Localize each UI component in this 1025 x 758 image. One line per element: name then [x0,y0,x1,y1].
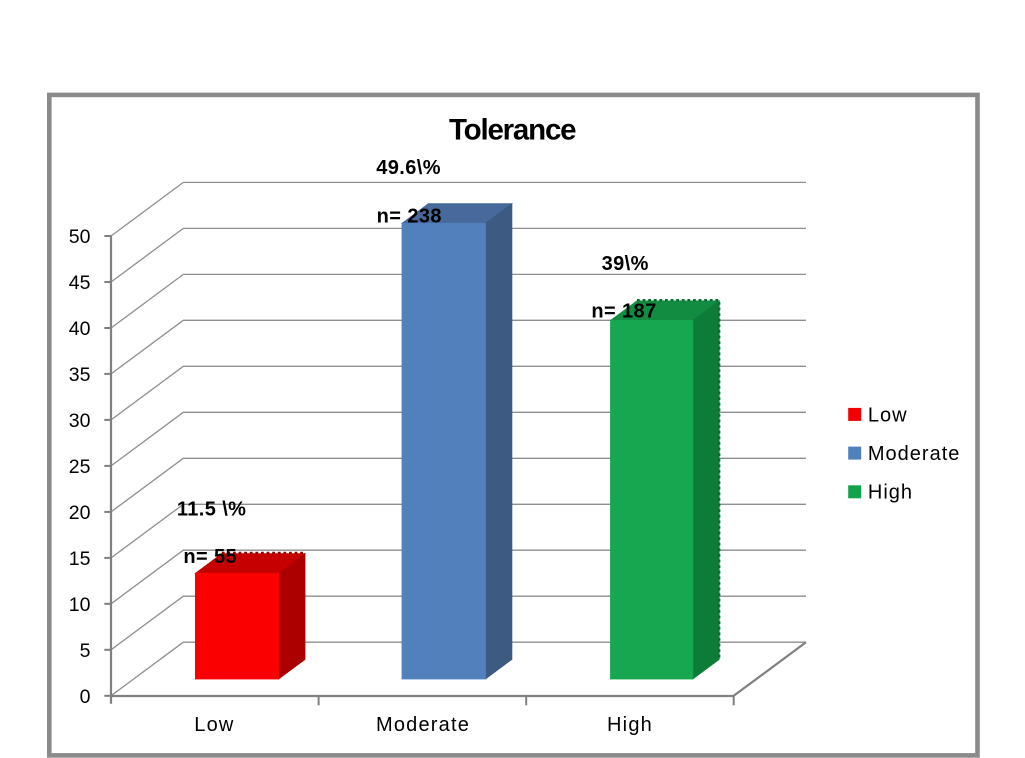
svg-text:10: 10 [69,594,91,616]
svg-text:Low: Low [868,404,908,426]
svg-text:45: 45 [69,272,91,294]
svg-text:0: 0 [80,686,91,708]
svg-text:30: 30 [69,410,91,432]
svg-text:Low: Low [194,714,234,736]
svg-text:50: 50 [69,226,91,248]
svg-text:High: High [607,714,653,736]
svg-text:11.5 \%: 11.5 \% [177,499,247,521]
svg-text:Moderate: Moderate [376,714,470,736]
svg-text:40: 40 [69,318,91,340]
svg-text:n= 187: n= 187 [591,300,656,322]
svg-text:5: 5 [80,640,91,662]
svg-text:20: 20 [69,502,91,524]
svg-text:25: 25 [69,456,91,478]
svg-text:n= 55: n= 55 [183,546,237,568]
svg-text:39\%: 39\% [602,253,649,275]
svg-text:15: 15 [69,548,91,570]
svg-text:High: High [868,482,913,504]
svg-text:Tolerance: Tolerance [449,114,576,147]
svg-text:Moderate: Moderate [868,443,961,465]
svg-text:35: 35 [69,364,91,386]
svg-text:49.6\%: 49.6\% [376,157,441,179]
svg-text:n= 238: n= 238 [377,206,442,228]
